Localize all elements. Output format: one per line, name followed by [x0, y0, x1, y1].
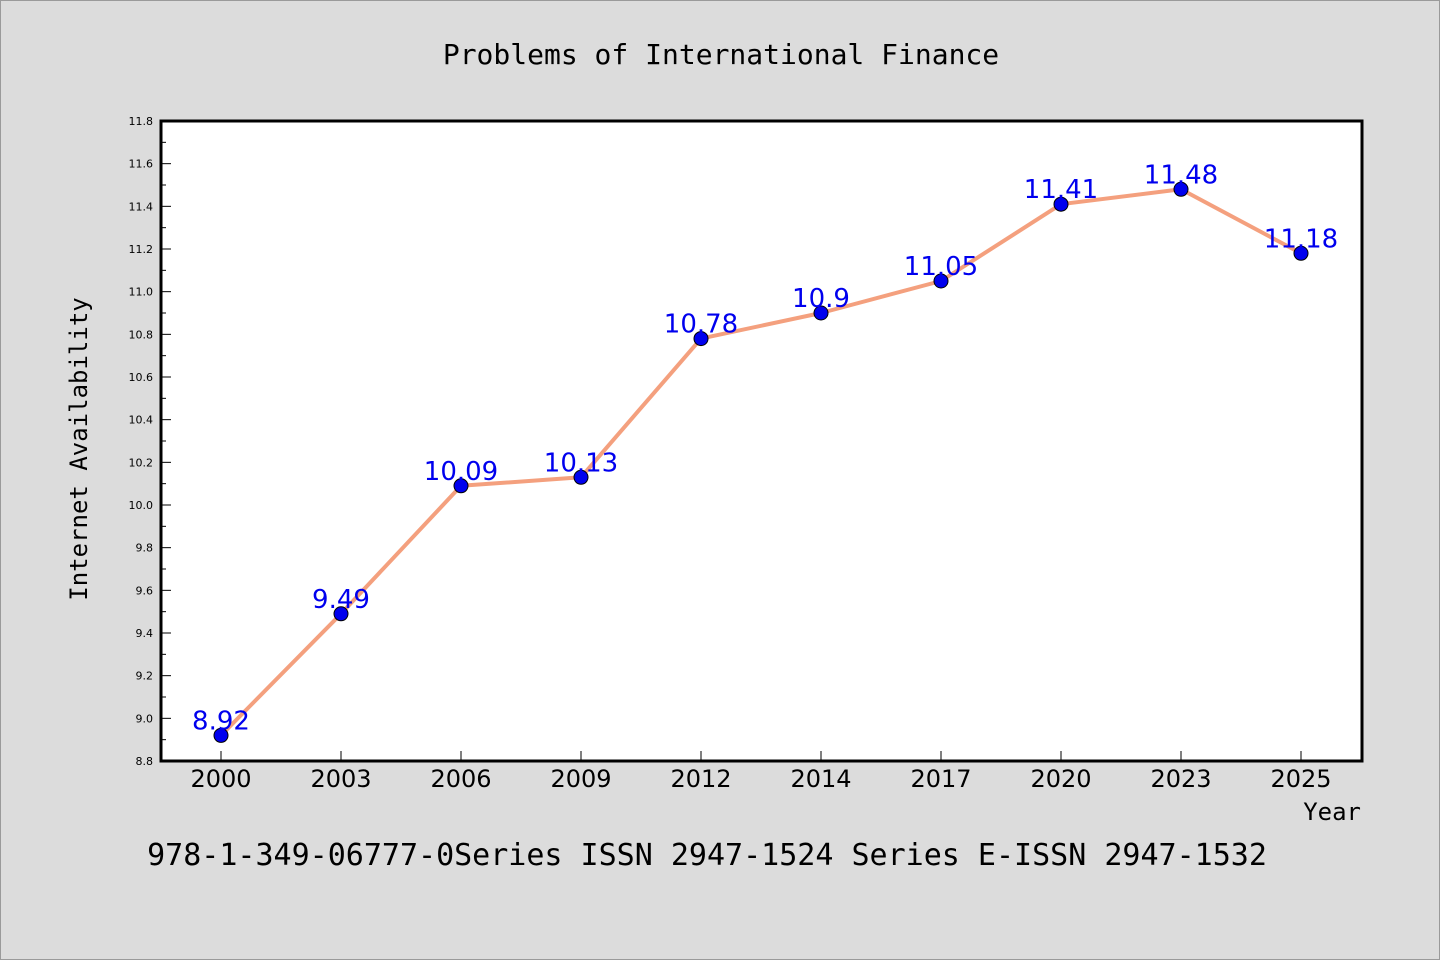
data-label: 10.9: [792, 284, 850, 314]
data-point: [1053, 196, 1069, 212]
data-label: 10.09: [424, 457, 498, 487]
y-tick-label: 9.6: [136, 584, 154, 597]
data-label: 8.92: [192, 706, 250, 736]
data-label: 11.18: [1264, 224, 1338, 254]
x-tick-label: 2020: [1030, 765, 1091, 793]
data-label: 10.78: [664, 310, 738, 340]
data-point: [573, 469, 589, 485]
x-axis: 2000 2003 2006 2009 2012 2014 2017 2020 2023 2025: [190, 751, 1332, 793]
y-tick-label: 11.2: [129, 243, 154, 256]
series-markers: [213, 181, 1309, 743]
data-point: [693, 331, 709, 347]
y-tick-label: 9.0: [136, 712, 154, 725]
series-line: [219, 187, 1303, 738]
data-point: [813, 305, 829, 321]
y-tick-label: 11.4: [129, 200, 154, 213]
y-tick-label: 11.8: [129, 115, 154, 128]
y-tick-label: 10.0: [129, 499, 154, 512]
chart-title: Problems of International Finance: [443, 38, 999, 71]
x-tick-label: 2014: [790, 765, 851, 793]
data-label: 11.41: [1024, 175, 1098, 205]
y-axis-label: Internet Availability: [65, 297, 93, 600]
y-tick-label: 8.8: [136, 755, 154, 768]
x-tick-label: 2023: [1150, 765, 1211, 793]
y-tick-label: 10.8: [129, 328, 154, 341]
data-point: [333, 606, 349, 622]
data-label: 11.48: [1144, 160, 1218, 190]
data-labels: 8.92 9.49 10.09 10.13 10.78 10.9 11.05 11.41 11.…: [192, 160, 1338, 736]
y-tick-label: 11.6: [129, 158, 154, 171]
data-point: [453, 478, 469, 494]
data-label: 10.13: [544, 448, 618, 478]
data-point: [213, 727, 229, 743]
data-label: 11.05: [904, 252, 978, 282]
x-tick-label: 2006: [430, 765, 491, 793]
y-tick-label: 10.4: [129, 414, 154, 427]
y-tick-label: 10.2: [129, 456, 154, 469]
x-tick-label: 2017: [910, 765, 971, 793]
y-tick-label: 9.4: [136, 627, 154, 640]
data-point: [1293, 245, 1309, 261]
y-tick-label: 11.0: [129, 286, 154, 299]
x-tick-label: 2009: [550, 765, 611, 793]
y-tick-label: 9.2: [136, 670, 154, 683]
data-point: [933, 273, 949, 289]
x-tick-label: 2000: [190, 765, 251, 793]
series-polyline: [219, 187, 1303, 738]
x-tick-label: 2012: [670, 765, 731, 793]
x-axis-label: Year: [1303, 798, 1361, 826]
data-label: 9.49: [312, 585, 370, 615]
y-tick-label: 10.6: [129, 371, 154, 384]
y-axis: 8.8 9.0 9.2 9.4 9.6 9.8 10.0 10.2 10.4 10.6 10.8 11…: [129, 115, 171, 768]
y-tick-label: 9.8: [136, 542, 154, 555]
plot-area: [159, 119, 1364, 763]
data-point: [1173, 181, 1189, 197]
footer-text: 978-1-349-06777-0Series ISSN 2947-1524 S…: [147, 838, 1267, 873]
x-tick-label: 2025: [1270, 765, 1331, 793]
x-tick-label: 2003: [310, 765, 371, 793]
